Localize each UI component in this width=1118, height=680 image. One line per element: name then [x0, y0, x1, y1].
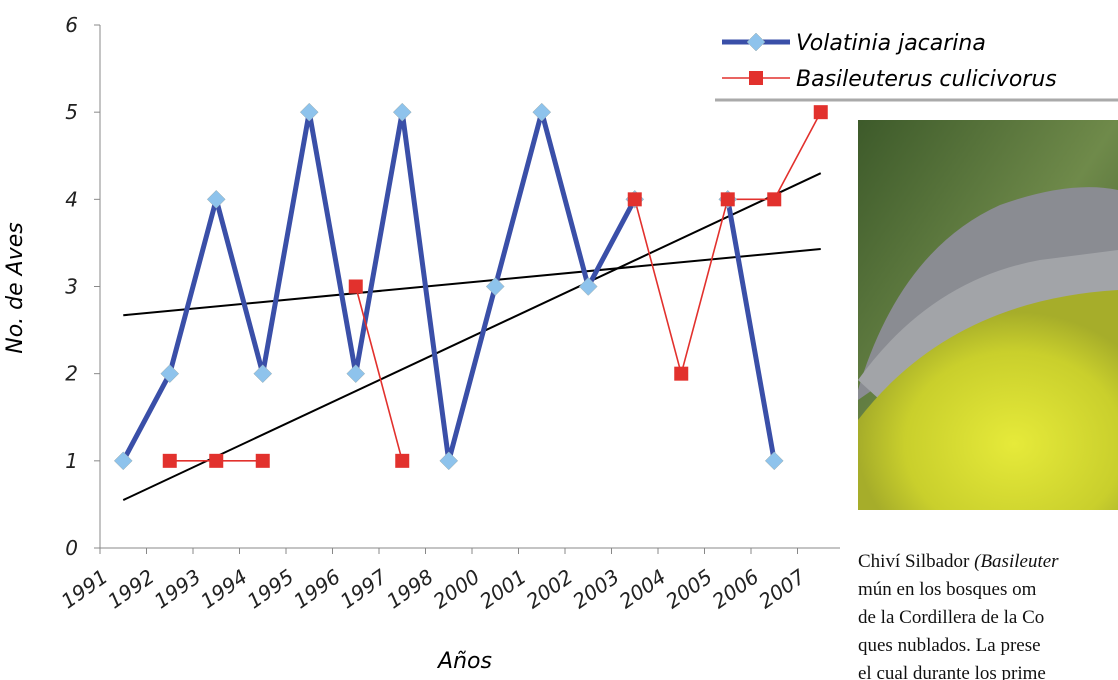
x-axis-title: Años [436, 649, 492, 674]
trend-line [123, 173, 821, 500]
point-marker [533, 103, 551, 121]
x-tick-label: 1991 [57, 564, 112, 613]
point-marker [207, 190, 225, 208]
bird-photo [858, 120, 1118, 510]
y-tick-label: 2 [65, 362, 78, 386]
legend-label: Volatinia jacarina [796, 31, 986, 56]
point-marker [256, 454, 270, 468]
x-tick-label: 1995 [243, 564, 298, 613]
point-marker [347, 365, 365, 383]
x-tick-label: 2004 [615, 564, 670, 613]
page: {"chart_data": {"type": "line", "y_label… [0, 0, 1118, 680]
x-tick-label: 1998 [382, 564, 437, 613]
caption-line: el cual durante los prime [858, 663, 1046, 680]
caption-line: ques nublados. La prese [858, 635, 1041, 656]
point-marker [674, 367, 688, 381]
y-tick-label: 1 [65, 449, 78, 473]
x-tick-label: 2003 [568, 564, 623, 613]
legend-label: Basileuterus culicivorus [796, 67, 1057, 92]
point-marker [765, 452, 783, 470]
x-tick-label: 2005 [661, 564, 716, 613]
y-tick-label: 0 [65, 536, 78, 560]
caption-line: de la Cordillera de la Co [858, 607, 1044, 628]
trend-line [123, 249, 821, 315]
x-tick-label: 2006 [708, 564, 763, 613]
y-tick-label: 5 [65, 100, 78, 124]
y-tick-label: 3 [65, 275, 78, 299]
point-marker [209, 454, 223, 468]
y-tick-label: 6 [65, 13, 78, 37]
point-marker [163, 454, 177, 468]
x-tick-label: 2000 [429, 564, 484, 613]
point-marker [767, 192, 781, 206]
legend-marker [747, 33, 765, 51]
caption-line: mún en los bosques om [858, 579, 1037, 600]
point-marker [254, 365, 272, 383]
x-tick-label: 2002 [522, 564, 577, 613]
x-tick-label: 1993 [150, 564, 205, 613]
plot-area [100, 25, 840, 548]
x-tick-label: 1997 [336, 564, 392, 613]
y-tick-label: 4 [65, 187, 78, 211]
series-line [123, 112, 774, 461]
point-marker [393, 103, 411, 121]
caption: Chiví Silbador (Basileuter mún en los bo… [858, 551, 1059, 680]
x-tick-label: 2001 [475, 564, 530, 613]
caption-text: Chiví Silbador [858, 551, 974, 572]
point-marker [114, 452, 132, 470]
point-marker [161, 365, 179, 383]
caption-text: (Basileuter [974, 551, 1059, 572]
caption-line: Chiví Silbador (Basileuter [858, 551, 1059, 572]
point-marker [628, 192, 642, 206]
x-tick-label: 2007 [754, 564, 810, 613]
y-axis-title: No. de Aves [3, 222, 28, 353]
point-marker [395, 454, 409, 468]
point-marker [349, 280, 363, 294]
point-marker [814, 105, 828, 119]
x-tick-label: 1992 [103, 564, 158, 613]
legend-marker [749, 71, 763, 85]
point-marker [721, 192, 735, 206]
x-tick-label: 1996 [289, 564, 344, 613]
point-marker [440, 452, 458, 470]
figure: No. de Aves Años Chiví Silbador (Basileu… [0, 0, 1118, 680]
point-marker [300, 103, 318, 121]
x-tick-label: 1994 [196, 564, 251, 613]
